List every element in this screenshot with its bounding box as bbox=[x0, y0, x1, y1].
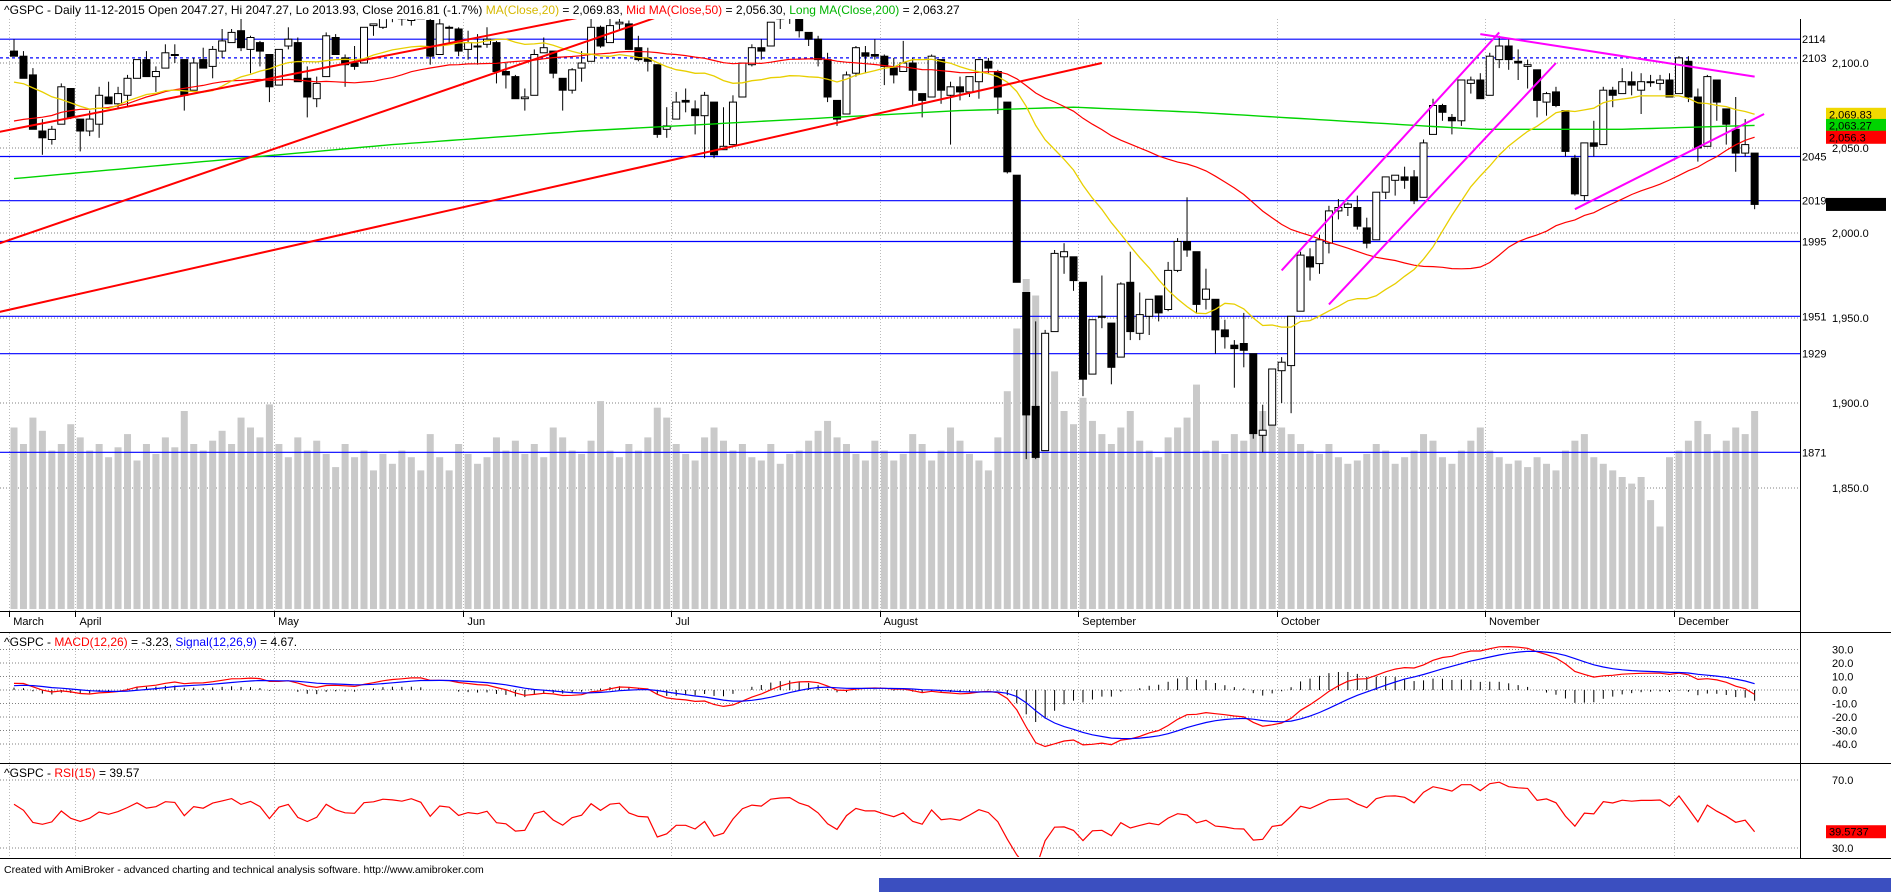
month-label: August bbox=[884, 616, 918, 628]
bottom-scrollbar[interactable] bbox=[879, 878, 1891, 892]
level-label: 2045 bbox=[1802, 152, 1826, 164]
level-label: 1995 bbox=[1802, 237, 1826, 249]
month-label: October bbox=[1281, 616, 1320, 628]
level-label: 1929 bbox=[1802, 349, 1826, 361]
macd-pane-title: ^GSPC - MACD(12,26) = -3.23, Signal(12,2… bbox=[4, 635, 297, 649]
month-label: April bbox=[79, 616, 101, 628]
level-label: 2103 bbox=[1802, 53, 1826, 65]
rsi-flag-label: 39.5737 bbox=[1829, 827, 1869, 839]
rsi-axis-label: 30.0 bbox=[1832, 843, 1853, 855]
level-label: 1951 bbox=[1802, 311, 1826, 323]
trendline[interactable] bbox=[1574, 113, 1765, 211]
trendline[interactable] bbox=[1480, 33, 1755, 78]
level-labels: 2114 2103 2045 2019 1995 1951 1929 1871 bbox=[1802, 34, 1826, 459]
rsi-grid bbox=[0, 779, 1800, 849]
title-ma20-label: MA(Close,20) bbox=[485, 3, 560, 17]
price-axis-label: 1,850.0 bbox=[1832, 483, 1869, 495]
signal-title-value: = 4.67. bbox=[256, 635, 298, 649]
macd-line bbox=[13, 645, 1755, 748]
level-label: 1871 bbox=[1802, 447, 1826, 459]
rsi-pane-title: ^GSPC - RSI(15) = 39.57 bbox=[4, 766, 139, 780]
macd-title-label: MACD(12,26) bbox=[54, 635, 128, 649]
title-info: ^GSPC - Daily 11-12-2015 Open 2047.27, H… bbox=[4, 3, 486, 17]
signal-line bbox=[13, 650, 1755, 740]
price-axis-label: 1,900.0 bbox=[1832, 398, 1869, 410]
macd-axis-labels: 30.020.0 10.00.0 -10.0-20.0 -30.0-40.0 bbox=[1832, 645, 1857, 752]
ma50-line bbox=[13, 50, 1755, 270]
ma20-line bbox=[13, 38, 1755, 328]
month-label: November bbox=[1489, 616, 1540, 628]
macd-axis-label: 20.0 bbox=[1832, 658, 1853, 670]
macd-axis-label: -20.0 bbox=[1832, 712, 1857, 724]
rsi-flag: 39.5737 bbox=[1826, 825, 1886, 839]
trendline[interactable] bbox=[0, 17, 582, 133]
macd-histogram bbox=[13, 671, 1756, 722]
trendline[interactable] bbox=[1328, 62, 1557, 306]
price-flag: 2,063.27 bbox=[1829, 120, 1872, 132]
month-label: Jun bbox=[467, 616, 485, 628]
month-label: September bbox=[1082, 616, 1136, 628]
macd-axis-label: -40.0 bbox=[1832, 739, 1857, 751]
rsi-axis-label: 70.0 bbox=[1832, 775, 1853, 787]
ma200-line bbox=[13, 106, 1755, 180]
price-axis-label: 2,000.0 bbox=[1832, 228, 1869, 240]
price-axis-label: 1,950.0 bbox=[1832, 313, 1869, 325]
price-axis-label: 2,100.0 bbox=[1832, 58, 1869, 70]
panel-borders bbox=[0, 19, 1891, 859]
macd-grid bbox=[0, 649, 1800, 745]
title-ma50-label: Mid MA(Close,50) bbox=[626, 3, 723, 17]
title-ma200-label: Long MA(Close,200) bbox=[789, 3, 900, 17]
candles bbox=[10, 19, 1759, 460]
month-label: December bbox=[1678, 616, 1729, 628]
rsi-title-value: = 39.57 bbox=[95, 766, 140, 780]
price-flag: 2,069.83 bbox=[1829, 109, 1872, 121]
title-ma50-value: = 2,056.30, bbox=[722, 3, 790, 17]
amibroker-credit: Created with AmiBroker - advanced charti… bbox=[4, 864, 484, 876]
month-labels: March April May Jun Jul August September Octobe… bbox=[13, 616, 1729, 628]
macd-axis-label: 10.0 bbox=[1832, 672, 1853, 684]
rsi-title-prefix: ^GSPC - bbox=[4, 766, 55, 780]
macd-title-value: = -3.23, bbox=[127, 635, 176, 649]
rsi-title-label: RSI(15) bbox=[54, 766, 96, 780]
level-lines bbox=[0, 38, 1800, 453]
month-label: May bbox=[278, 616, 299, 628]
signal-title-label: Signal(12,26,9) bbox=[175, 635, 257, 649]
macd-axis-label: -10.0 bbox=[1832, 699, 1857, 711]
macd-axis-label: 0.0 bbox=[1832, 685, 1847, 697]
price-pane-title: ^GSPC - Daily 11-12-2015 Open 2047.27, H… bbox=[4, 3, 960, 17]
trendlines bbox=[0, 17, 1765, 313]
trendline[interactable] bbox=[0, 62, 1103, 313]
price-flag: 2,016.81 bbox=[1829, 199, 1872, 211]
macd-axis-label: 30.0 bbox=[1832, 645, 1853, 657]
month-label: March bbox=[13, 616, 44, 628]
rsi-line bbox=[13, 781, 1756, 857]
title-ma20-value: = 2,069.83, bbox=[559, 3, 627, 17]
level-label: 2019 bbox=[1802, 196, 1826, 208]
trendline[interactable] bbox=[1280, 31, 1500, 272]
price-flags: 2,069.832,063.272,056.3 2,016.81 bbox=[1826, 107, 1886, 211]
macd-title-prefix: ^GSPC - bbox=[4, 635, 55, 649]
rsi-axis-labels: 70.0 30.0 bbox=[1832, 775, 1853, 855]
volume-bars bbox=[10, 279, 1759, 609]
month-label: Jul bbox=[675, 616, 689, 628]
price-axis-label: 2,050.0 bbox=[1832, 143, 1869, 155]
trendline[interactable] bbox=[0, 17, 657, 245]
title-ma200-value: = 2,063.27 bbox=[899, 3, 960, 17]
price-flag: 2,056.3 bbox=[1829, 132, 1866, 144]
price-axis-labels: 2,100.0 2,050.0 2,000.0 1,950.0 1,900.0 1,850… bbox=[1832, 58, 1869, 495]
macd-axis-label: -30.0 bbox=[1832, 726, 1857, 738]
level-label: 2114 bbox=[1802, 34, 1826, 46]
